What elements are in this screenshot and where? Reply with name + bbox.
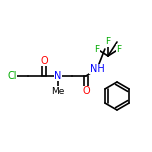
Text: O: O <box>40 56 48 66</box>
Text: N: N <box>54 71 62 81</box>
Text: Cl: Cl <box>7 71 17 81</box>
Text: Me: Me <box>51 86 65 95</box>
Text: NH: NH <box>90 64 104 74</box>
Text: F: F <box>94 45 100 54</box>
Text: O: O <box>82 86 90 96</box>
Text: F: F <box>116 45 122 54</box>
Text: F: F <box>105 38 111 47</box>
